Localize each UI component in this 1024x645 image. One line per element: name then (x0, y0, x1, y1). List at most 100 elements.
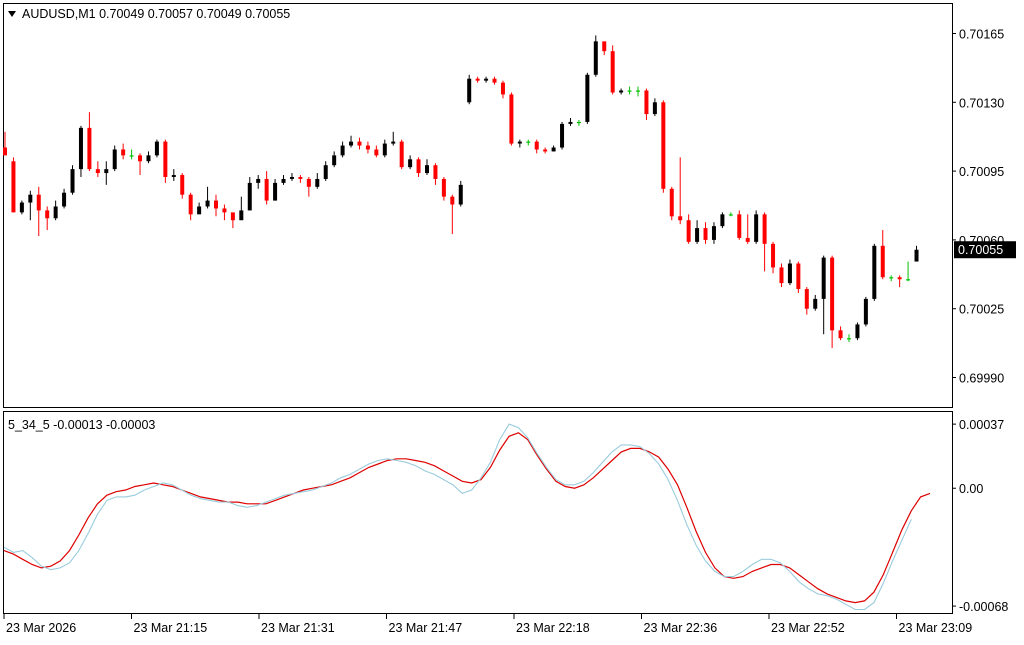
candle (526, 139, 531, 146)
candle (188, 192, 193, 221)
candle (855, 322, 860, 341)
candle (121, 143, 126, 160)
y-tick-label: 0.70095 (959, 165, 1004, 179)
time-axis: 23 Mar 2026 23 Mar 21:15 23 Mar 21:31 23 Ma… (3, 614, 973, 635)
candle (273, 178, 278, 201)
candle (36, 186, 41, 236)
candle (484, 76, 489, 83)
indicator-panel-frame (3, 411, 953, 614)
candle (298, 175, 303, 183)
candle (686, 214, 691, 244)
candle (315, 173, 320, 189)
candle (205, 186, 210, 209)
candle (593, 35, 598, 77)
candle (838, 326, 843, 341)
x-tick-label: 23 Mar 22:18 (516, 621, 590, 635)
candle (62, 188, 67, 209)
candle (652, 98, 657, 117)
candle (247, 176, 252, 211)
candle (112, 145, 117, 172)
x-tick-label: 23 Mar 23:09 (899, 621, 973, 635)
candle (543, 147, 548, 154)
candle (416, 157, 421, 177)
candle (804, 287, 809, 315)
candle (382, 139, 387, 158)
candle (154, 139, 159, 158)
candle (230, 212, 235, 229)
candle (441, 176, 446, 201)
candle (281, 175, 286, 185)
candle (821, 255, 826, 335)
candle (576, 119, 581, 126)
candle (880, 230, 885, 280)
main-panel-frame (3, 3, 953, 408)
candles-layer (3, 35, 919, 349)
candle (872, 243, 877, 301)
candle (754, 210, 759, 244)
candle (737, 210, 742, 240)
candle (104, 161, 109, 185)
candle (500, 80, 505, 99)
candle (306, 176, 311, 197)
candle (813, 294, 818, 311)
candle (610, 45, 615, 95)
candle (374, 145, 379, 158)
x-tick-label: 23 Mar 21:15 (134, 621, 208, 635)
candle (433, 163, 438, 185)
candle (703, 222, 708, 244)
chart-menu-triangle-icon[interactable] (8, 11, 16, 17)
candle (636, 86, 640, 97)
candle (796, 261, 801, 293)
candle (87, 112, 92, 172)
candle (239, 196, 244, 221)
y-tick-label: 0.00 (959, 482, 983, 496)
candle (289, 173, 294, 181)
candle (906, 261, 911, 282)
x-tick-label: 23 Mar 22:52 (771, 621, 845, 635)
x-tick-label: 23 Mar 2026 (6, 621, 76, 635)
x-tick-label: 23 Mar 22:36 (644, 621, 718, 635)
candle (585, 72, 590, 124)
candle (3, 131, 7, 156)
candle (323, 161, 328, 181)
candle (78, 125, 83, 177)
candle (214, 194, 218, 217)
candle (458, 180, 463, 207)
candle (602, 41, 607, 56)
candle (728, 212, 733, 217)
oscillator-main-line (3, 432, 931, 604)
current-price-tag: 0.70055 (954, 241, 1016, 259)
candle (19, 200, 24, 215)
candle (349, 135, 354, 148)
y-tick-label: 0.70130 (959, 96, 1004, 110)
x-tick-label: 23 Mar 21:47 (389, 621, 463, 635)
candle (53, 200, 58, 221)
x-tick-label: 23 Mar 21:31 (261, 621, 335, 635)
y-tick-label: 0.00037 (959, 418, 1004, 432)
candle (365, 141, 370, 154)
candle (129, 149, 134, 160)
candle (425, 159, 429, 176)
candle (45, 206, 50, 231)
candle (745, 214, 750, 244)
y-tick-label: 0.69990 (959, 372, 1004, 386)
candle (509, 92, 514, 146)
candle (560, 121, 565, 150)
candle (619, 88, 624, 95)
candle (787, 259, 792, 286)
candle (264, 171, 269, 205)
candle (450, 194, 455, 235)
y-tick-label: -0.00068 (959, 600, 1008, 614)
candle (771, 241, 776, 274)
candle (711, 222, 716, 244)
candle (914, 245, 919, 262)
candle (889, 275, 894, 282)
candle (163, 139, 168, 183)
candle (720, 212, 725, 229)
candle (408, 155, 413, 170)
candle (644, 88, 649, 120)
candle (332, 151, 337, 168)
candle (492, 76, 497, 85)
candle (197, 202, 202, 215)
